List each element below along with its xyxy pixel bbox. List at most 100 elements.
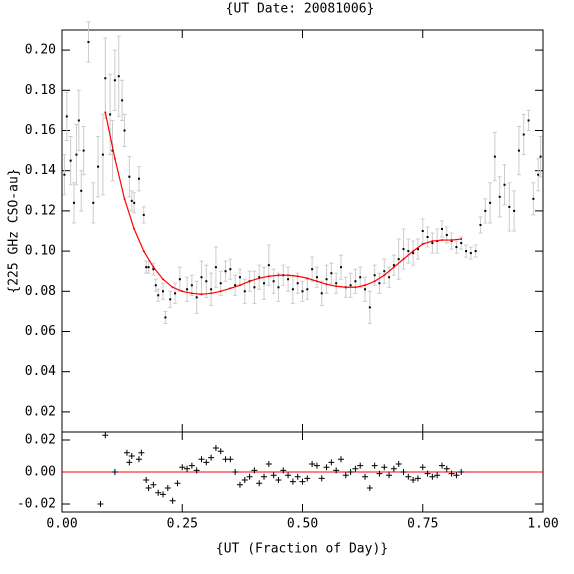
point — [234, 284, 237, 287]
point — [421, 230, 424, 232]
point — [412, 252, 415, 255]
point — [261, 473, 268, 480]
point — [313, 462, 320, 469]
point — [164, 316, 167, 319]
point — [186, 288, 189, 291]
point — [407, 250, 410, 253]
point — [243, 290, 246, 293]
y-tick-label: 0.02 — [25, 404, 56, 419]
point — [102, 432, 109, 439]
fit-point — [440, 239, 443, 242]
point — [277, 286, 280, 289]
point — [386, 472, 393, 479]
plot-frame — [61, 29, 544, 433]
point — [267, 264, 270, 267]
point — [474, 250, 477, 253]
point — [484, 209, 487, 212]
point — [198, 456, 205, 463]
point — [306, 288, 309, 291]
fit-point — [258, 277, 261, 280]
point — [169, 298, 172, 301]
point — [193, 467, 200, 474]
point — [410, 477, 417, 483]
point — [448, 470, 455, 477]
point — [395, 461, 402, 467]
point — [232, 469, 239, 475]
point — [323, 464, 330, 471]
fit-point — [162, 278, 165, 281]
fit-point — [152, 266, 155, 269]
point — [227, 456, 234, 463]
point — [174, 292, 177, 295]
fit-point — [325, 283, 328, 286]
point — [414, 475, 421, 482]
y-axis-label: {225 GHz CSO-au} — [7, 168, 22, 293]
point — [155, 489, 162, 496]
point — [157, 294, 160, 297]
point — [479, 223, 482, 226]
point — [80, 189, 83, 192]
point — [184, 465, 191, 472]
point — [73, 201, 76, 204]
point — [258, 276, 261, 279]
point — [82, 149, 85, 152]
point — [532, 197, 535, 200]
point — [438, 462, 445, 469]
y-tick-label: 0.20 — [25, 43, 56, 58]
point — [208, 454, 215, 461]
fit-point — [210, 292, 213, 295]
point — [104, 77, 107, 80]
point — [445, 234, 448, 237]
fit-point — [344, 286, 347, 289]
point — [311, 268, 314, 271]
point — [424, 470, 431, 477]
point — [493, 155, 496, 158]
point — [270, 472, 277, 479]
point — [450, 240, 453, 243]
point — [376, 470, 383, 477]
point — [291, 288, 294, 291]
point — [217, 448, 224, 455]
fit-point — [354, 286, 357, 289]
point — [325, 278, 328, 281]
point — [381, 464, 388, 471]
point — [455, 246, 458, 249]
point — [469, 252, 472, 255]
point — [330, 272, 333, 275]
point — [135, 456, 142, 463]
point — [440, 227, 443, 230]
point — [77, 119, 80, 122]
fit-point — [392, 266, 395, 269]
point — [123, 129, 126, 132]
point — [145, 485, 152, 491]
fit-point — [238, 284, 241, 287]
point — [164, 485, 171, 491]
fit-point — [335, 285, 338, 288]
point — [489, 201, 492, 204]
point — [179, 464, 186, 471]
y-tick-label: -0.02 — [17, 497, 56, 512]
point — [128, 453, 135, 459]
point — [130, 199, 133, 202]
point — [272, 280, 275, 283]
point — [419, 464, 426, 471]
point — [402, 248, 405, 251]
point — [539, 155, 542, 158]
point — [320, 292, 323, 295]
point — [236, 481, 243, 488]
fit-point — [200, 293, 203, 296]
point — [352, 465, 359, 472]
point — [63, 173, 66, 176]
fit-point — [421, 243, 424, 246]
point — [174, 480, 181, 487]
point — [318, 475, 325, 482]
fit-point — [287, 274, 290, 277]
point — [508, 205, 511, 208]
point — [347, 469, 354, 475]
fit-point — [364, 284, 367, 287]
y-tick-label: 0.18 — [25, 83, 56, 98]
fit-point — [306, 277, 309, 280]
point — [373, 274, 376, 277]
point — [123, 449, 130, 456]
point — [162, 290, 165, 293]
